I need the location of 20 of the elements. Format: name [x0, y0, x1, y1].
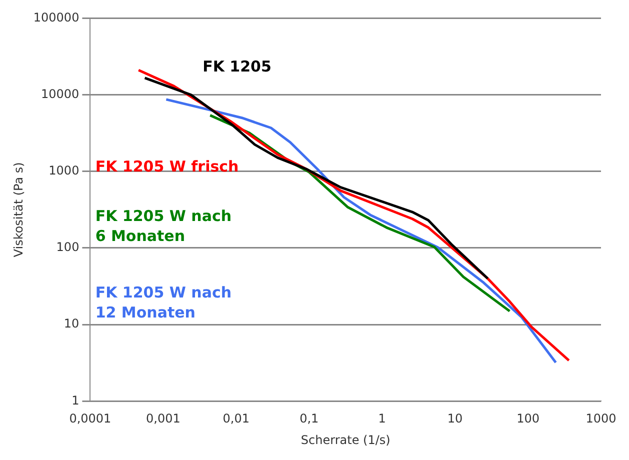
x-axis-title: Scherrate (1/s): [300, 432, 390, 447]
x-tick-label: 0,01: [222, 412, 250, 426]
x-tick-label: 1: [378, 412, 386, 426]
y-tick-label: 10: [64, 316, 80, 331]
x-tick-label: 0,0001: [69, 412, 112, 426]
x-tick-label: 0,001: [146, 412, 180, 426]
text: FK 1205 W nach 6 Monaten: [95, 207, 232, 246]
y-tick-label: 100000: [33, 10, 80, 24]
x-tick-label: 100: [516, 412, 540, 426]
y-tick-label: 100: [56, 240, 80, 254]
y-axis-title: Viskosität (Pa s): [11, 162, 26, 258]
x-tick-label: 10: [447, 412, 463, 426]
y-tick-label: 10000: [41, 86, 80, 101]
text: FK 1205 W nach 12 Monaten: [95, 284, 232, 322]
y-tick-label: 1: [72, 393, 80, 408]
series-label: FK 1205 W frisch: [95, 157, 239, 176]
x-tick-label: 0,1: [300, 412, 319, 426]
x-tick-label: 1000: [586, 412, 616, 426]
y-tick-label: 1000: [48, 164, 80, 178]
series-label: FK 1205: [202, 58, 272, 76]
